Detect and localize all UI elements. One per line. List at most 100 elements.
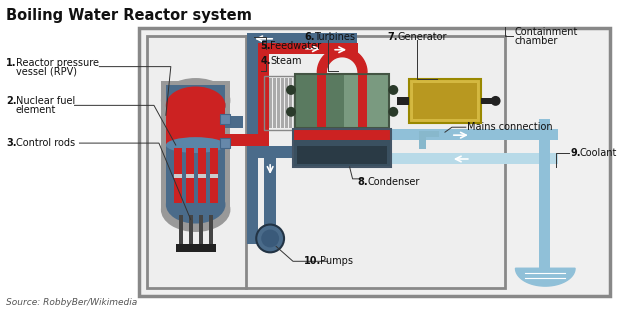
FancyBboxPatch shape <box>147 36 505 288</box>
Text: Steam: Steam <box>270 56 301 66</box>
FancyBboxPatch shape <box>480 98 492 104</box>
FancyBboxPatch shape <box>295 74 344 128</box>
FancyBboxPatch shape <box>196 244 205 252</box>
FancyBboxPatch shape <box>391 129 558 140</box>
FancyBboxPatch shape <box>176 244 186 252</box>
FancyBboxPatch shape <box>198 215 203 244</box>
Text: 8.: 8. <box>358 177 368 187</box>
FancyBboxPatch shape <box>289 77 292 128</box>
FancyBboxPatch shape <box>539 130 550 164</box>
Text: 4.: 4. <box>260 56 271 66</box>
Text: 5.: 5. <box>260 41 271 51</box>
FancyBboxPatch shape <box>210 148 218 203</box>
FancyBboxPatch shape <box>166 105 225 145</box>
FancyBboxPatch shape <box>220 114 230 124</box>
Text: 7.: 7. <box>388 32 398 42</box>
Ellipse shape <box>286 107 296 117</box>
FancyBboxPatch shape <box>273 77 276 128</box>
Text: 10.: 10. <box>304 256 321 266</box>
FancyBboxPatch shape <box>419 131 439 137</box>
FancyBboxPatch shape <box>139 28 610 296</box>
Text: 2.: 2. <box>6 96 16 106</box>
Text: element: element <box>16 105 56 115</box>
FancyBboxPatch shape <box>391 153 558 164</box>
FancyBboxPatch shape <box>174 148 182 203</box>
Ellipse shape <box>286 85 296 95</box>
Ellipse shape <box>166 137 225 153</box>
FancyBboxPatch shape <box>208 215 213 244</box>
Text: Feedwater: Feedwater <box>270 41 321 51</box>
Ellipse shape <box>388 107 398 117</box>
Ellipse shape <box>261 230 279 247</box>
Text: Generator: Generator <box>397 32 447 42</box>
Text: Boiling Water Reactor system: Boiling Water Reactor system <box>6 8 252 23</box>
FancyBboxPatch shape <box>166 85 225 205</box>
Text: 3.: 3. <box>6 138 16 148</box>
FancyBboxPatch shape <box>210 174 218 178</box>
Text: 6.: 6. <box>304 32 314 42</box>
Text: Mains connection: Mains connection <box>467 122 552 132</box>
Text: Reactor pressure: Reactor pressure <box>16 58 99 68</box>
Text: Condenser: Condenser <box>368 177 420 187</box>
FancyBboxPatch shape <box>413 83 477 119</box>
Text: Source: RobbyBer/Wikimedia: Source: RobbyBer/Wikimedia <box>6 298 137 307</box>
Text: Coolant: Coolant <box>579 148 617 158</box>
Text: chamber: chamber <box>514 36 558 46</box>
Ellipse shape <box>166 186 225 224</box>
FancyBboxPatch shape <box>293 140 391 167</box>
FancyBboxPatch shape <box>225 116 243 128</box>
Polygon shape <box>515 268 575 286</box>
Text: Control rods: Control rods <box>16 138 75 148</box>
FancyBboxPatch shape <box>265 77 268 128</box>
FancyBboxPatch shape <box>258 43 358 54</box>
Text: vessel (RPV): vessel (RPV) <box>16 66 77 77</box>
FancyBboxPatch shape <box>264 146 293 158</box>
FancyBboxPatch shape <box>318 43 358 54</box>
FancyBboxPatch shape <box>225 134 243 146</box>
FancyBboxPatch shape <box>205 244 215 252</box>
FancyBboxPatch shape <box>198 148 205 203</box>
FancyBboxPatch shape <box>539 119 550 274</box>
FancyBboxPatch shape <box>264 158 276 226</box>
FancyBboxPatch shape <box>178 215 183 244</box>
FancyBboxPatch shape <box>281 77 284 128</box>
FancyBboxPatch shape <box>277 77 280 128</box>
FancyBboxPatch shape <box>285 77 288 128</box>
FancyBboxPatch shape <box>247 122 258 244</box>
FancyBboxPatch shape <box>258 44 269 146</box>
Polygon shape <box>318 48 367 72</box>
Text: Pumps: Pumps <box>320 256 353 266</box>
FancyBboxPatch shape <box>419 137 426 149</box>
Ellipse shape <box>166 87 225 124</box>
FancyBboxPatch shape <box>297 146 388 164</box>
FancyBboxPatch shape <box>188 215 193 244</box>
Ellipse shape <box>161 187 230 232</box>
Text: Turbines: Turbines <box>314 32 355 42</box>
FancyBboxPatch shape <box>247 33 356 44</box>
FancyBboxPatch shape <box>174 174 182 178</box>
Ellipse shape <box>256 225 284 252</box>
Text: 1.: 1. <box>6 58 16 68</box>
Text: Nuclear fuel: Nuclear fuel <box>16 96 75 106</box>
Text: 9.: 9. <box>570 148 580 158</box>
Ellipse shape <box>388 85 398 95</box>
Ellipse shape <box>166 87 225 124</box>
Text: Containment: Containment <box>514 27 578 37</box>
FancyBboxPatch shape <box>409 78 480 123</box>
FancyBboxPatch shape <box>161 81 230 210</box>
FancyBboxPatch shape <box>243 134 265 146</box>
Ellipse shape <box>161 78 230 123</box>
FancyBboxPatch shape <box>269 77 272 128</box>
FancyBboxPatch shape <box>247 34 258 124</box>
FancyBboxPatch shape <box>397 97 409 105</box>
FancyBboxPatch shape <box>318 72 326 129</box>
FancyBboxPatch shape <box>186 148 193 203</box>
FancyBboxPatch shape <box>186 244 196 252</box>
FancyBboxPatch shape <box>358 72 367 129</box>
FancyBboxPatch shape <box>344 74 389 128</box>
FancyBboxPatch shape <box>247 146 284 158</box>
FancyBboxPatch shape <box>220 138 230 148</box>
FancyBboxPatch shape <box>198 174 205 178</box>
Ellipse shape <box>490 96 500 106</box>
FancyBboxPatch shape <box>293 129 391 140</box>
